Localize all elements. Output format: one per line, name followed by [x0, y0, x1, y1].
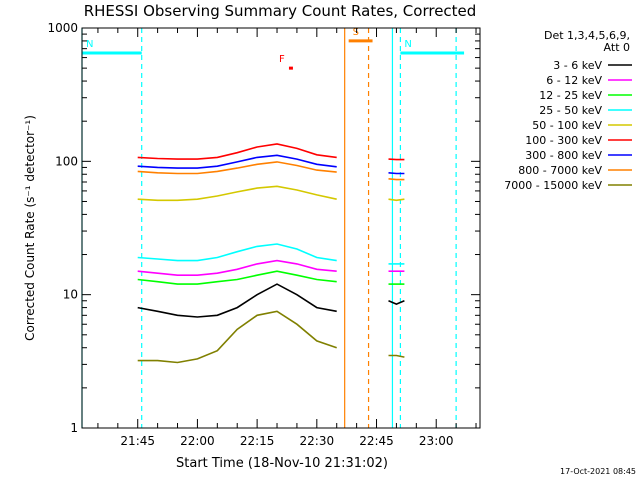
- plot-area: N N S F: [81, 27, 465, 428]
- x-tick-label-1: 22:00: [180, 434, 215, 448]
- legend-label-0: 3 - 6 keV: [553, 59, 602, 72]
- flag-label-3: F: [279, 54, 285, 65]
- series-line-5-0: [137, 143, 337, 160]
- series-line-2-0: [137, 270, 337, 285]
- series-line-7-1: [388, 178, 405, 181]
- legend-label-1: 6 - 12 keV: [546, 74, 602, 87]
- series-line-3-0: [137, 243, 337, 262]
- series-line-0-1: [388, 300, 405, 305]
- footer-timestamp: 17-Oct-2021 08:45: [560, 467, 636, 476]
- flag-label-0: N: [86, 39, 93, 50]
- flag-label-2: S: [353, 27, 359, 38]
- x-tick-label-5: 23:00: [419, 434, 454, 448]
- series-line-4-0: [137, 185, 337, 202]
- x-tick-label-4: 22:45: [359, 434, 394, 448]
- legend-label-8: 7000 - 15000 keV: [504, 179, 602, 192]
- legend-label-7: 800 - 7000 keV: [518, 164, 602, 177]
- legend-header-0: Det 1,3,4,5,6,9,: [544, 29, 630, 42]
- legend: Det 1,3,4,5,6,9,Att 03 - 6 keV 6 - 12 keV…: [504, 29, 632, 192]
- x-axis-label: Start Time (18-Nov-10 21:31:02): [176, 456, 388, 471]
- flag-label-1: N: [404, 39, 411, 50]
- legend-label-6: 300 - 800 keV: [525, 149, 602, 162]
- x-tick-label-0: 21:45: [120, 434, 155, 448]
- series-line-1-0: [137, 259, 337, 277]
- x-tick-label-3: 22:30: [300, 434, 335, 448]
- series-line-4-1: [388, 198, 405, 202]
- y-tick-label-3: 1000: [47, 21, 78, 35]
- legend-label-3: 25 - 50 keV: [539, 104, 602, 117]
- y-axis: 1 10 100 1000: [47, 21, 480, 435]
- y-tick-label-0: 1: [70, 421, 78, 435]
- series-line-0-0: [137, 283, 337, 318]
- series-line-6-0: [137, 154, 337, 169]
- x-axis: 21:45 22:00 22:15 22:30 22:45 23:00: [97, 28, 477, 448]
- series-line-6-1: [388, 172, 405, 175]
- chart-title: RHESSI Observing Summary Count Rates, Co…: [84, 2, 477, 20]
- y-tick-label-1: 10: [63, 288, 78, 302]
- y-axis-label: Corrected Count Rate (s⁻¹ detector⁻¹): [23, 115, 37, 341]
- legend-label-5: 100 - 300 keV: [525, 134, 602, 147]
- x-tick-label-2: 22:15: [240, 434, 275, 448]
- series-line-7-0: [137, 161, 337, 175]
- plot-frame: [81, 27, 481, 429]
- legend-label-2: 12 - 25 keV: [539, 89, 602, 102]
- legend-header-1: Att 0: [604, 41, 630, 54]
- legend-label-4: 50 - 100 keV: [532, 119, 602, 132]
- series-line-8-0: [137, 310, 337, 364]
- series-line-5-1: [388, 158, 405, 161]
- series-line-8-1: [388, 354, 405, 358]
- y-tick-label-2: 100: [55, 154, 78, 168]
